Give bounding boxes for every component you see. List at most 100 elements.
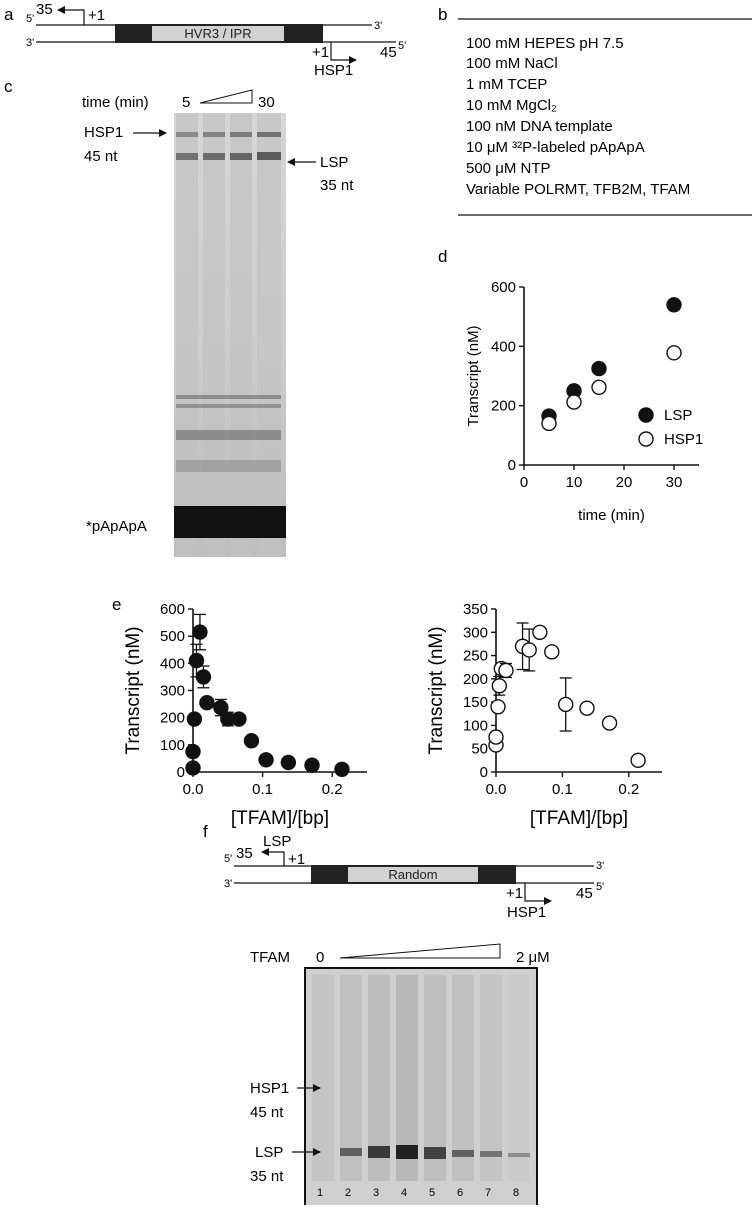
- x-tick-label: 20: [616, 474, 633, 491]
- panel-f-bottom-5prime: 5': [596, 881, 604, 893]
- panel-d: d 0 200 400 600 0 10 20 30 time (min) Transcript …: [438, 247, 703, 524]
- time-gradient-wedge: [199, 89, 253, 104]
- y-tick-label: 250: [463, 648, 488, 665]
- gel-f-lsp-bands: [340, 1145, 530, 1159]
- condition-line: 10 mM MgCl₂: [466, 97, 557, 114]
- data-point: [630, 752, 646, 769]
- data-point: [591, 360, 607, 377]
- panel-a-bottom-3prime: 3': [26, 37, 34, 49]
- x-tick-label: 30: [666, 474, 683, 491]
- x-axis-title: [TFAM]/[bp]: [530, 808, 628, 829]
- data-point: [199, 695, 215, 711]
- data-point: [544, 644, 560, 660]
- data-point: [558, 696, 574, 713]
- y-tick-label: 400: [491, 338, 516, 355]
- lane-number: 7: [485, 1187, 491, 1199]
- panel-f-bottom-3prime: 3': [224, 878, 232, 890]
- panel-a-letter: a: [4, 5, 14, 24]
- condition-line: 10 μM ³²P-labeled pApApA: [466, 139, 645, 156]
- gel-f-lanes: [312, 975, 530, 1181]
- data-point: [521, 642, 537, 658]
- panel-d-letter: d: [438, 247, 447, 266]
- gel-bands: [176, 132, 281, 472]
- data-point: [192, 624, 208, 640]
- f-lsp-band-name: LSP: [255, 1144, 283, 1161]
- data-point: [185, 743, 201, 760]
- x-axis-title: [TFAM]/[bp]: [231, 808, 329, 829]
- lane-number: 6: [457, 1187, 463, 1199]
- x-tick-label: 0.2: [322, 781, 343, 798]
- time-start-label: 5: [182, 94, 190, 111]
- panel-f-top-3prime: 3': [596, 860, 604, 872]
- panel-f-top-5prime: 5': [224, 853, 232, 865]
- y-tick-label: 500: [160, 628, 185, 645]
- y-tick-label: 400: [160, 655, 185, 672]
- f-lsp-arrow: [261, 848, 285, 866]
- lane-numbers: 1 2 3 4 5 6 7 8: [317, 1187, 519, 1199]
- y-tick-label: 300: [160, 683, 185, 700]
- random-box-label: Random: [388, 867, 437, 882]
- y-tick-label: 150: [463, 694, 488, 711]
- data-point: [280, 754, 297, 771]
- panel-a-top-5prime: 5': [26, 13, 34, 25]
- data-point: [491, 678, 508, 694]
- lsp-end-label: 35: [36, 1, 53, 18]
- data-point: [488, 729, 504, 745]
- x-tick-label: 10: [566, 474, 583, 491]
- data-point: [334, 761, 350, 777]
- hvr3-ipr-label: HVR3 / IPR: [184, 26, 251, 41]
- panel-c-letter: c: [4, 77, 13, 96]
- data-point: [304, 757, 320, 773]
- gel-image-f: [304, 967, 538, 1210]
- panel-c: c time (min) 5 30 HSP1: [4, 77, 354, 557]
- chart-e-left: 0 100 200 300 400 500 600 0.0 0.1 0.2 [TFAM]/[bp] T…: [123, 601, 367, 829]
- y-tick-label: 200: [491, 398, 516, 415]
- time-end-label: 30: [258, 94, 275, 111]
- data-point: [243, 733, 260, 749]
- hsp1-band-length: 45 nt: [84, 148, 118, 165]
- f-hsp-start: +1: [506, 885, 523, 902]
- y-tick-label: 100: [160, 737, 185, 754]
- time-axis-label: time (min): [82, 94, 149, 111]
- data-point: [258, 752, 274, 768]
- hvr3-ipr-box: [152, 26, 284, 41]
- data-point: [498, 662, 514, 679]
- x-tick-label: 0.1: [552, 781, 573, 798]
- panel-b: b 100 mM HEPES pH 7.5 100 mM NaCl 1 mM T…: [438, 5, 752, 216]
- lsp-band-name: LSP: [320, 154, 348, 171]
- f-lsp-band-length: 35 nt: [250, 1168, 284, 1185]
- legend-label: HSP1: [664, 431, 703, 448]
- condition-line: 1 mM TCEP: [466, 76, 547, 93]
- panel-a: a 5' 3' 3' 5' HVR3 / IPR 35 +1 +1 45 HSP…: [4, 1, 406, 79]
- tfam-label: TFAM: [250, 949, 290, 966]
- f-hsp-name: HSP1: [507, 904, 546, 921]
- y-tick-label: 50: [471, 741, 488, 758]
- panel-b-letter: b: [438, 5, 447, 24]
- panel-a-bottom-5prime: 5': [398, 40, 406, 52]
- lsp-band-length: 35 nt: [320, 177, 354, 194]
- pApApA-label: *pApApA: [86, 518, 147, 535]
- data-point: [591, 379, 607, 395]
- chart-e-right: 0 50 100 150 200 250 300 350 0.0 0.1 0.2 [TFAM]/[bp…: [426, 601, 662, 829]
- panel-e-letter: e: [112, 595, 121, 614]
- tfam-end: 2 μM: [516, 949, 550, 966]
- lane-number: 8: [513, 1187, 519, 1199]
- y-tick-label: 200: [463, 671, 488, 688]
- y-tick-label: 300: [463, 624, 488, 641]
- lane-number: 4: [401, 1187, 407, 1199]
- panel-f-letter: f: [203, 822, 208, 841]
- condition-line: Variable POLRMT, TFB2M, TFAM: [466, 181, 690, 198]
- chart-d: 0 200 400 600 0 10 20 30 time (min) Transcript (n…: [465, 279, 703, 524]
- data-point: [541, 415, 557, 432]
- y-tick-label: 100: [463, 717, 488, 734]
- y-tick-label: 600: [160, 601, 185, 618]
- legend-marker: [638, 431, 654, 447]
- f-lsp-start: +1: [288, 851, 305, 868]
- tfam-gradient-wedge: [339, 943, 501, 959]
- data-point: [579, 700, 595, 716]
- lsp-arrow: [57, 6, 85, 25]
- panel-a-top-3prime: 3': [374, 20, 382, 32]
- x-tick-label: 0: [520, 474, 528, 491]
